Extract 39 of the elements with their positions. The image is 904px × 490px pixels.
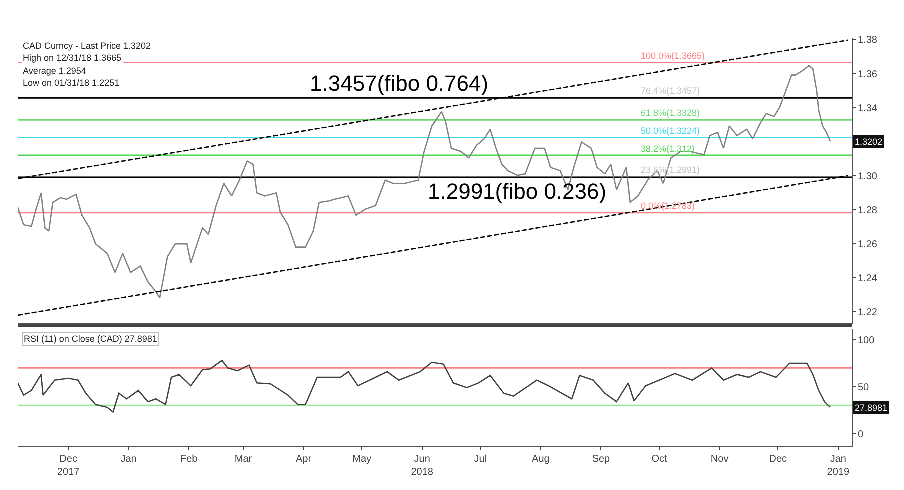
x-tick-label: Sep (592, 454, 611, 465)
ref-line-label: 100.0%(1.3665) (641, 51, 706, 61)
y-tick-label: 50 (858, 382, 870, 394)
x-tick-label: Jan (120, 454, 137, 465)
ref-line-label: 38.2%(1.312) (641, 144, 696, 154)
annotation: 1.2991(fibo 0.236) (428, 179, 607, 204)
ref-line-label: 50.0%(1.3224) (641, 126, 700, 136)
y-tick-label: 1.36 (858, 69, 878, 80)
x-tick-label: Oct (652, 454, 668, 465)
y-tick-label: 1.26 (858, 240, 878, 251)
annotation: CAD Curncy - Last Price 1.3202 (23, 41, 152, 51)
x-tick-label: Aug (532, 454, 550, 465)
y-tick-label: 1.28 (858, 206, 878, 217)
x-tick-label: May (352, 454, 372, 465)
x-tick-label: Mar (234, 454, 253, 465)
annotation: 1.3202 (855, 137, 883, 147)
annotation: 1.3457(fibo 0.764) (310, 71, 489, 96)
x-tick-label: Nov (710, 454, 729, 465)
x-tick-label: Jun 2018 (411, 454, 434, 478)
y-tick-label: 1.24 (858, 274, 878, 285)
x-tick-label: Apr (296, 454, 312, 465)
x-tick-label: Jan 2019 (827, 454, 850, 478)
annotation: High on 12/31/18 1.3665 (23, 53, 122, 63)
y-tick-label: 1.30 (858, 171, 878, 182)
annotation: 27.8981 (855, 403, 888, 413)
x-tick-label: Dec 2017 (57, 454, 80, 478)
y-tick-label: 1.38 (858, 35, 878, 46)
x-tick-label: Dec (769, 454, 788, 465)
annotation: Low on 01/31/18 1.2251 (23, 78, 120, 88)
x-tick-label: Jul (474, 454, 488, 465)
annotation: RSI (11) on Close (CAD) 27.8981 (24, 334, 158, 344)
x-tick-label: Feb (180, 454, 198, 465)
ref-line-label: 76.4%(1.3457) (641, 86, 700, 96)
annotation: Average 1.2954 (23, 66, 86, 76)
ref-line-label: 61.8%(1.3328) (641, 108, 700, 118)
y-tick-label: 1.34 (858, 103, 878, 114)
y-tick-label: 1.22 (858, 308, 878, 319)
y-tick-label: 0 (858, 429, 864, 440)
y-tick-label: 100 (858, 336, 876, 347)
